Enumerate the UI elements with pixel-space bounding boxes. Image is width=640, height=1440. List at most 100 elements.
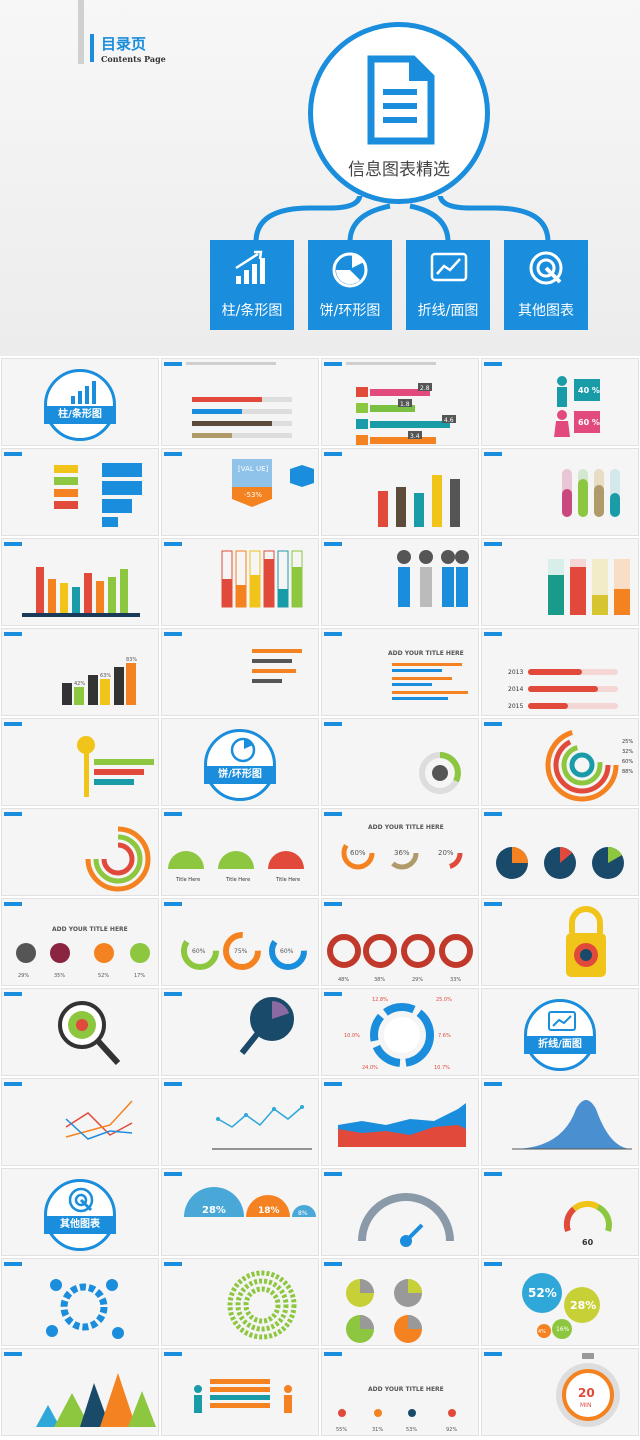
line-chart-icon bbox=[430, 252, 468, 282]
slide-thumb-semis[interactable]: 28% 18% 8% bbox=[161, 1168, 319, 1256]
bubble-value: 16% bbox=[556, 1326, 570, 1333]
red-donut-chart: 48% 38% 29% 33% bbox=[327, 934, 473, 983]
gauge-label: Title Here bbox=[225, 877, 250, 883]
ring-label: 88% bbox=[622, 769, 633, 775]
hero-circle: 信息图表精选 bbox=[308, 22, 490, 204]
section-label: 其他图表 bbox=[44, 1216, 116, 1234]
concentric-rings-chart: 25% 32% 60% 88% bbox=[545, 728, 633, 802]
slide-thumb-gauges[interactable]: Title Here Title Here Title Here bbox=[161, 808, 319, 896]
slide-thumb-gauge[interactable]: 60 bbox=[481, 1168, 639, 1256]
slide-thumb-magnifier-2[interactable] bbox=[161, 988, 319, 1076]
vehicle-bar-chart bbox=[252, 649, 302, 683]
donut-value: 60% bbox=[350, 849, 366, 857]
gauge-label: Title Here bbox=[275, 877, 300, 883]
section-circle: 饼/环形图 bbox=[204, 729, 276, 801]
female-pct: 60 % bbox=[578, 418, 600, 427]
speedometer-chart bbox=[358, 1193, 454, 1247]
slide-thumb-rings[interactable]: 25% 32% 60% 88% bbox=[481, 718, 639, 806]
category-pie-chart[interactable]: 饼/环形图 bbox=[308, 240, 392, 330]
slide-thumb-car-ring[interactable]: 12.8% 25.0% 10.0% 7.6% 24.0% 10.7% bbox=[321, 988, 479, 1076]
line-chart-icon bbox=[548, 1011, 576, 1031]
bubble-value: 52% bbox=[528, 1286, 557, 1300]
slide-thumb-pin-columns[interactable] bbox=[321, 538, 479, 626]
pct-label: 10.7% bbox=[434, 1065, 450, 1071]
ring-label: 25% bbox=[622, 739, 633, 745]
timer-unit: MIN bbox=[580, 1402, 591, 1409]
slide-thumb-value[interactable]: [VAL UE] -53% bbox=[161, 448, 319, 536]
slide-thumb-bars-b[interactable]: 2.8 1.8 4.6 3.4 bbox=[321, 358, 479, 446]
slide-thumb-section-bar[interactable]: 柱/条形图 bbox=[1, 358, 159, 446]
slide-thumb-magnifier[interactable] bbox=[1, 988, 159, 1076]
slide-thumb-multiline[interactable] bbox=[1, 1078, 159, 1166]
slide-thumb-gender[interactable]: 40 % 60 % bbox=[481, 358, 639, 446]
tube-chart bbox=[562, 469, 620, 517]
bubble-value: 4% bbox=[538, 1329, 546, 1335]
title-accent-bar bbox=[78, 0, 84, 64]
value-label: [VAL UE] bbox=[238, 465, 269, 473]
slide-thumb-triangles[interactable] bbox=[1, 1348, 159, 1436]
slide-thumb-section-pie[interactable]: 饼/环形图 bbox=[161, 718, 319, 806]
slide-thumb-arcs[interactable] bbox=[1, 808, 159, 896]
pct-label: 83% bbox=[126, 657, 137, 663]
slide-thumb-radial[interactable] bbox=[161, 1258, 319, 1346]
slide-thumb-ring-trio[interactable]: 60% 75% 60% bbox=[161, 898, 319, 986]
slide-thumb-people-grid[interactable] bbox=[161, 1348, 319, 1436]
section-circle: 其他图表 bbox=[44, 1179, 116, 1251]
slide-thumb-pies[interactable] bbox=[481, 808, 639, 896]
slide-thumb-people-donut[interactable] bbox=[321, 718, 479, 806]
slide-thumb-section-other[interactable]: 其他图表 bbox=[1, 1168, 159, 1256]
slide-thumb-area[interactable] bbox=[321, 1078, 479, 1166]
slide-thumb-battery[interactable] bbox=[1, 448, 159, 536]
slide-thumb-tubes[interactable] bbox=[481, 448, 639, 536]
pct-label: 48% bbox=[338, 977, 349, 983]
slide-thumb-columns-icons[interactable] bbox=[161, 538, 319, 626]
slide-thumb-key[interactable] bbox=[1, 718, 159, 806]
bell-curve-chart bbox=[512, 1100, 632, 1150]
bar-value: 4.6 bbox=[444, 417, 454, 424]
ring-value: 60% bbox=[192, 948, 206, 955]
slide-thumb-people-pcts[interactable]: ADD YOUR TITLE HERE 55% 31% 53% 92% bbox=[321, 1348, 479, 1436]
section-circle: 柱/条形图 bbox=[44, 369, 116, 441]
slide-thumb-small-donuts[interactable]: ADD YOUR TITLE HERE 29% 35% 52% 17% bbox=[1, 898, 159, 986]
pct-label: 24.0% bbox=[362, 1065, 378, 1071]
bar-chart-icon bbox=[235, 250, 265, 284]
line-chart bbox=[212, 1105, 312, 1150]
slide-title: ADD YOUR TITLE HERE bbox=[388, 650, 464, 657]
slide-thumb-cycle[interactable] bbox=[1, 1258, 159, 1346]
area-chart bbox=[338, 1103, 466, 1147]
page-subtitle: Contents Page bbox=[101, 54, 166, 64]
magnifier-chart bbox=[58, 1001, 121, 1066]
slide-thumb-section-line[interactable]: 折线/面图 bbox=[481, 988, 639, 1076]
slide-thumb-bubbles[interactable]: 52% 28% 4% 16% bbox=[481, 1258, 639, 1346]
slide-thumb-timer[interactable]: 20 MIN bbox=[481, 1348, 639, 1436]
slide-thumb-line[interactable] bbox=[161, 1078, 319, 1166]
people-donut-chart bbox=[419, 752, 461, 794]
column-chart bbox=[378, 475, 460, 527]
gender-chart: 40 % 60 % bbox=[554, 376, 600, 437]
bar-value: 2.8 bbox=[420, 385, 430, 392]
slide-thumb-bars-a[interactable] bbox=[161, 358, 319, 446]
slide-thumb-stacks[interactable] bbox=[481, 538, 639, 626]
slide-thumb-year-bars[interactable]: 2013 2014 2015 bbox=[481, 628, 639, 716]
slide-thumb-pie-people[interactable] bbox=[321, 1258, 479, 1346]
slide-thumb-car-bars[interactable] bbox=[161, 628, 319, 716]
slide-thumb-lock[interactable] bbox=[481, 898, 639, 986]
slide-thumb-3dbars[interactable] bbox=[1, 538, 159, 626]
slide-thumb-pct-bars[interactable]: 42% 63% 83% bbox=[1, 628, 159, 716]
slide-thumb-weather-donuts[interactable]: ADD YOUR TITLE HERE 60% 36% 20% bbox=[321, 808, 479, 896]
slide-thumb-colbars[interactable] bbox=[321, 448, 479, 536]
category-line-chart[interactable]: 折线/面图 bbox=[406, 240, 490, 330]
slide-title: ADD YOUR TITLE HERE bbox=[368, 1386, 444, 1393]
battery-chart bbox=[54, 463, 142, 527]
slide-thumb-addtitle-bars[interactable]: ADD YOUR TITLE HERE bbox=[321, 628, 479, 716]
category-other-chart[interactable]: 其他图表 bbox=[504, 240, 588, 330]
target-icon bbox=[68, 1187, 94, 1213]
slide-thumb-bell[interactable] bbox=[481, 1078, 639, 1166]
category-bar-chart[interactable]: 柱/条形图 bbox=[210, 240, 294, 330]
ring-value: 75% bbox=[234, 948, 248, 955]
slide-thumb-red-donuts[interactable]: 48% 38% 29% 33% bbox=[321, 898, 479, 986]
bar-value: 3.4 bbox=[410, 433, 420, 440]
slide-title: ADD YOUR TITLE HERE bbox=[368, 824, 444, 831]
gauge-value: 60 bbox=[582, 1238, 594, 1247]
slide-thumb-speedometer[interactable] bbox=[321, 1168, 479, 1256]
